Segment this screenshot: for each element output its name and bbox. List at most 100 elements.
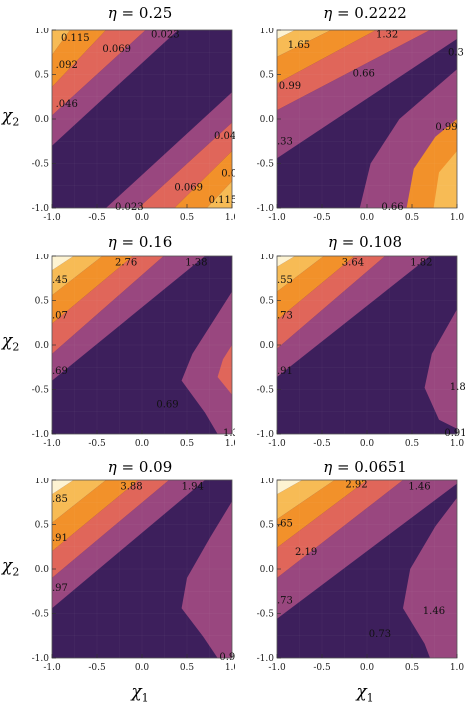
contour-band-4	[277, 256, 324, 292]
y-tick-label: -0.5	[32, 160, 50, 170]
x-tick-label: 0.5	[405, 439, 420, 449]
x-tick-label: -0.5	[313, 663, 331, 673]
contour-plot-4: -1.0 -0.5 0.0 0.5 1.0 1.0 0.5 0.0 -0.5 -1.0 .55 3.6…	[257, 254, 465, 449]
contour-plot-5: -1.0 -0.5 0.0 0.5 1.0 1.0 0.5 0.0 -0.5 -1.0 .85 3.8…	[32, 478, 235, 673]
contour-label: .65	[277, 519, 293, 530]
contour-label: 1.82	[410, 257, 432, 268]
contour-label: 0.115	[209, 195, 235, 206]
contour-band-8	[433, 151, 457, 208]
x-tick-label: 0.0	[360, 213, 375, 223]
contour-label: 0.023	[115, 202, 144, 213]
y-tick-label: 0.5	[35, 297, 50, 307]
contour-label: 0.069	[174, 183, 203, 194]
x-tick-label: -1.0	[43, 213, 61, 223]
contour-band-5	[52, 256, 74, 271]
y-tick-label: 1.0	[35, 28, 50, 36]
contour-regions	[52, 30, 232, 208]
contour-label: 0.66	[353, 69, 375, 80]
contour-label: 2.19	[295, 547, 317, 558]
y-tick-label: -0.5	[32, 610, 50, 620]
contour-band-3	[277, 256, 355, 321]
contour-label: .046	[56, 99, 78, 110]
contour-plot-6: -1.0 -0.5 0.0 0.5 1.0 1.0 0.5 0.0 -0.5 -1.0 2.92 1.…	[257, 478, 465, 673]
x-tick-label: 0.0	[135, 213, 150, 223]
x-tick-label: 0.5	[180, 213, 195, 223]
x-tick-label: 1.0	[225, 663, 235, 673]
contour-plot-1: -1.0 -0.5 0.0 0.5 1.0 1.0 0.5 0.0 -0.5 -1.0 0.115 0…	[32, 28, 235, 223]
contour-label: 1.38	[185, 257, 207, 268]
x-axis-symbol: χ	[131, 682, 142, 702]
y-tick-label: 0.5	[260, 521, 275, 531]
contour-band-4	[52, 480, 106, 523]
y-tick-label: 1.0	[260, 28, 275, 36]
contour-label: 0.115	[61, 33, 90, 44]
contour-label: .73	[277, 311, 293, 322]
x-tick-label: 1.0	[225, 439, 235, 449]
contour-band-7	[174, 151, 232, 208]
y-tick-label: -1.0	[32, 430, 50, 440]
y-tick-label: -1.0	[257, 204, 275, 214]
contour-regions	[277, 256, 457, 434]
contour-label: .55	[277, 275, 293, 286]
contour-label: 0.023	[151, 30, 180, 41]
contour-band-2	[52, 30, 146, 116]
x-tick-label: 1.0	[450, 213, 465, 223]
contour-label: 1.32	[376, 30, 398, 41]
contour-band-7	[217, 345, 232, 395]
contour-label: 0.9	[219, 652, 235, 663]
contour-band-4	[52, 256, 103, 296]
x-axis-label-right: χ1	[270, 682, 460, 704]
contour-label: 0.91	[444, 428, 465, 439]
contour-label: .07	[52, 311, 68, 322]
x-tick-label: -0.5	[88, 439, 106, 449]
y-axis-label-row-1: χ2	[2, 106, 19, 128]
contour-band-5	[277, 480, 303, 495]
contour-band-1	[52, 30, 178, 146]
x-tick-label: 0.5	[180, 663, 195, 673]
y-tick-label: 0.0	[35, 115, 50, 125]
x-tick-label: -0.5	[313, 439, 331, 449]
contour-band-6	[181, 291, 232, 434]
contour-label: 2.76	[115, 257, 137, 268]
contour-label: 0.09	[221, 168, 235, 179]
contour-label: 1.3	[223, 428, 235, 439]
contour-label: .73	[277, 595, 293, 606]
contour-regions	[277, 30, 457, 208]
contour-band-5	[277, 30, 295, 39]
contour-label: 0.3	[448, 47, 464, 58]
x-tick-label: 0.0	[360, 439, 375, 449]
contour-band-3	[52, 30, 106, 87]
contour-label: 0.046	[214, 131, 235, 142]
panel-title-4: η = 0.108	[327, 233, 403, 251]
contour-band-6	[138, 122, 232, 208]
contour-label: .91	[52, 533, 68, 544]
y-tick-label: 1.0	[35, 254, 50, 262]
y-tick-label: -1.0	[32, 654, 50, 664]
x-axis-subscript: 1	[366, 691, 374, 705]
x-tick-label: 0.0	[135, 663, 150, 673]
x-tick-label: 0.5	[180, 439, 195, 449]
contour-band-6	[181, 501, 232, 658]
y-tick-label: -0.5	[257, 160, 275, 170]
contour-label: 3.88	[120, 481, 142, 492]
x-tick-label: -0.5	[88, 213, 106, 223]
y-tick-label: 0.0	[260, 115, 275, 125]
contour-label: 1.65	[288, 40, 310, 51]
contour-label: 0.99	[435, 122, 457, 133]
x-tick-label: -1.0	[43, 663, 61, 673]
y-tick-label: 1.0	[260, 254, 275, 262]
y-tick-label: 0.0	[35, 565, 50, 575]
y-axis-symbol: χ	[2, 106, 13, 126]
y-tick-label: 0.5	[260, 71, 275, 81]
contour-label: .91	[277, 366, 293, 377]
x-tick-label: -1.0	[268, 213, 286, 223]
contour-regions	[277, 480, 457, 658]
contour-label: .97	[52, 583, 68, 594]
y-tick-label: -0.5	[257, 386, 275, 396]
contour-band-1	[277, 480, 457, 619]
contour-band-1	[277, 30, 457, 159]
x-tick-label: 0.5	[405, 213, 420, 223]
contour-band-6	[424, 309, 457, 429]
y-tick-label: 0.5	[35, 521, 50, 531]
x-axis-subscript: 1	[141, 691, 149, 705]
